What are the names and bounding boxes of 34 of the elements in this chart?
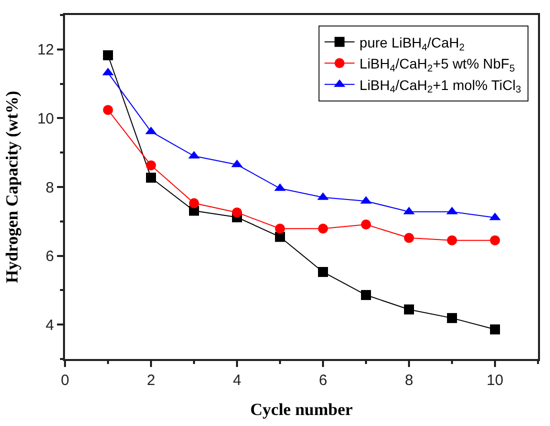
legend-label: pure LiBH$_{4}$/CaH$_{2}$: [360, 34, 465, 54]
y-tick-label: 4: [46, 316, 54, 334]
y-tick-label: 8: [46, 179, 54, 196]
y-axis-title: Hydrogen Capacity (wt%): [2, 90, 22, 284]
y-tick-label: 12: [37, 42, 54, 59]
point: [146, 172, 156, 183]
point: [275, 232, 285, 242]
point: [318, 224, 328, 234]
point: [361, 290, 371, 300]
x-tick-label: 10: [486, 372, 504, 389]
point: [490, 324, 500, 334]
y-tick-label: 10: [37, 110, 54, 128]
point: [404, 304, 414, 314]
point: [318, 266, 328, 277]
point: [447, 235, 457, 246]
x-tick-label: 0: [60, 372, 70, 389]
point: [103, 50, 113, 60]
x-tick-label: 2: [146, 372, 156, 389]
y-tick-label: 6: [46, 248, 54, 266]
x-tick-label: 8: [404, 372, 414, 389]
x-axis-title: Cycle number: [250, 400, 354, 419]
point: [146, 160, 156, 170]
point: [275, 224, 285, 234]
point: [404, 232, 414, 243]
legend-label: LiBH$_{4}$/CaH$_{2}$+1 mol% TiCl$_{3}$: [360, 76, 522, 96]
legend-label: LiBH$_{4}$/CaH$_{2}$+5 wt% NbF$_{5}$: [360, 56, 516, 75]
point: [103, 104, 113, 115]
point: [232, 207, 242, 218]
point: [189, 198, 199, 208]
point: [490, 235, 500, 246]
point: [447, 313, 457, 324]
x-tick-label: 4: [232, 372, 242, 389]
point: [361, 220, 371, 230]
x-tick-label: 6: [318, 372, 328, 389]
